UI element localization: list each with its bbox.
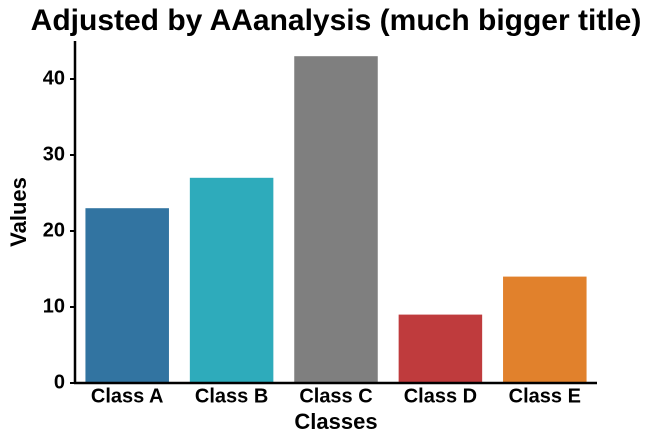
x-tick-label: Class B <box>195 385 268 407</box>
chart-title: Adjusted by AAanalysis (much bigger titl… <box>31 4 642 37</box>
x-tick-label: Class A <box>91 385 164 407</box>
bar <box>85 208 169 383</box>
bar <box>503 276 587 383</box>
y-axis-label: Values <box>6 177 31 247</box>
bar <box>294 56 378 383</box>
y-tick-label: 30 <box>43 143 65 165</box>
bar <box>189 177 274 383</box>
y-tick-label: 0 <box>54 371 65 393</box>
y-tick-label: 10 <box>43 295 65 317</box>
bar <box>398 314 483 383</box>
x-tick-label: Class C <box>299 385 372 407</box>
y-tick-label: 40 <box>43 67 65 89</box>
x-tick-label: Class D <box>404 385 477 407</box>
x-axis-label: Classes <box>294 409 377 434</box>
x-tick-label: Class E <box>509 385 581 407</box>
y-tick-label: 20 <box>43 219 65 241</box>
